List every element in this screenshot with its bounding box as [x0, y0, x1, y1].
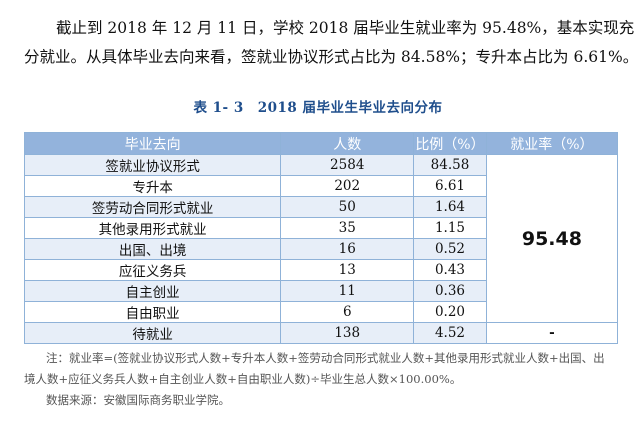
header-employment-rate: 就业率（%） [485, 132, 619, 155]
table-caption: 表 1- 3 2018 届毕业生毕业去向分布 [0, 96, 636, 116]
row-ratio: 1.15 [413, 217, 487, 239]
row-destination: 签劳动合同形式就业 [23, 196, 282, 218]
row-destination: 自由职业 [23, 301, 282, 323]
intro-paragraph: 截止到 2018 年 12 月 11 日，学校 2018 届毕业生就业率为 95… [24, 14, 636, 72]
row-ratio: 84.58 [413, 154, 487, 176]
row-destination: 自主创业 [23, 280, 282, 302]
row-destination: 应征义务兵 [23, 259, 282, 281]
employment-rate-value: 95.48 [485, 154, 619, 323]
note-line-2: 境人数+应征义务兵人数+自主创业人数+自由职业人数)÷毕业生总人数×100.00… [24, 372, 462, 386]
row-ratio: 0.20 [413, 301, 487, 323]
row-count: 11 [280, 280, 415, 302]
table-row: 应征义务兵 13 0.43 [23, 259, 618, 281]
table-note: 注：就业率=(签就业协议形式人数+专升本人数+签劳动合同形式就业人数+其他录用形… [24, 348, 624, 390]
table-row: 出国、出境 16 0.52 [23, 238, 618, 260]
row-count: 202 [280, 175, 415, 197]
table-number: 表 1- 3 [193, 100, 244, 116]
row-count: 35 [280, 217, 415, 239]
row-count: 16 [280, 238, 415, 260]
row-count: 2584 [280, 154, 415, 176]
header-destination: 毕业去向 [23, 132, 282, 155]
note-line-1: 注：就业率=(签就业协议形式人数+专升本人数+签劳动合同形式就业人数+其他录用形… [46, 351, 605, 365]
row-ratio: 1.64 [413, 196, 487, 218]
row-ratio: 0.36 [413, 280, 487, 302]
table-row: 专升本 202 6.61 [23, 175, 618, 197]
table-title: 2018 届毕业生毕业去向分布 [257, 100, 443, 116]
row-count: 13 [280, 259, 415, 281]
intro-line-2: 分就业。从具体毕业去向来看，签就业协议形式占比为 84.58%；专升本占比为 6… [24, 48, 636, 66]
row-destination: 待就业 [23, 322, 282, 344]
table-row: 自由职业 6 0.20 [23, 301, 618, 323]
row-count: 6 [280, 301, 415, 323]
header-count: 人数 [280, 132, 415, 155]
row-destination: 其他录用形式就业 [23, 217, 282, 239]
row-destination: 专升本 [23, 175, 282, 197]
table-row: 签劳动合同形式就业 50 1.64 [23, 196, 618, 218]
intro-line-1: 截止到 2018 年 12 月 11 日，学校 2018 届毕业生就业率为 95… [56, 19, 635, 37]
unemployed-rate-value: - [485, 322, 619, 344]
data-source: 数据来源：安徽国际商务职业学院。 [46, 393, 230, 407]
table-header-row: 毕业去向 人数 比例（%） 就业率（%） [23, 132, 619, 155]
row-count: 50 [280, 196, 415, 218]
row-ratio: 6.61 [413, 175, 487, 197]
table-row: 待就业 138 4.52 - [23, 322, 619, 344]
row-destination: 签就业协议形式 [23, 154, 282, 176]
destination-table: 毕业去向 人数 比例（%） 就业率（%） 签就业协议形式 2584 84.58 … [23, 132, 619, 344]
table-row: 签就业协议形式 2584 84.58 95.48 [23, 154, 619, 323]
row-ratio: 4.52 [413, 322, 487, 344]
row-ratio: 0.43 [413, 259, 487, 281]
row-destination: 出国、出境 [23, 238, 282, 260]
table-row: 自主创业 11 0.36 [23, 280, 618, 302]
header-ratio: 比例（%） [413, 132, 487, 155]
row-ratio: 0.52 [413, 238, 487, 260]
row-count: 138 [280, 322, 415, 344]
